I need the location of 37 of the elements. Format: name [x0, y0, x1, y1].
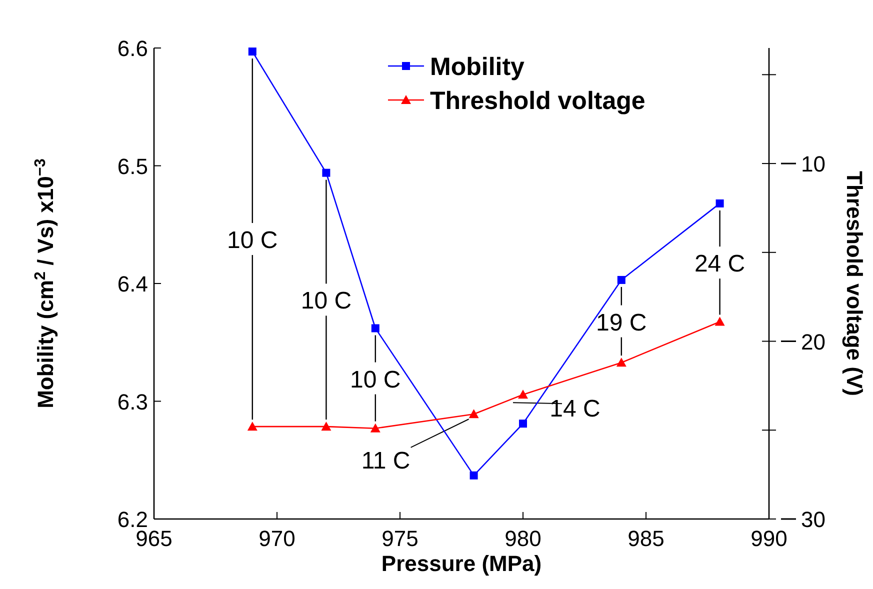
y2-axis-title: Threshold voltage (V): [842, 171, 867, 396]
y-tick-label: 6.3: [117, 389, 148, 414]
point: [248, 48, 256, 56]
x-tick-label: 980: [504, 526, 542, 551]
x-tick-label: 970: [258, 526, 296, 551]
legend-label: Threshold voltage: [430, 87, 646, 115]
point: [470, 471, 478, 480]
x-tick-label: 990: [750, 526, 788, 551]
point: [321, 422, 332, 431]
point: [519, 420, 527, 428]
point: [716, 199, 724, 208]
y2-tick-label: 30: [801, 507, 826, 532]
point: [322, 168, 330, 177]
point: [617, 276, 626, 284]
x-axis-title: Pressure (MPa): [381, 551, 542, 576]
annotation: 10 C: [300, 288, 352, 315]
legend-label: Mobility: [430, 53, 525, 81]
point: [247, 422, 258, 431]
y-tick-label: 6.4: [117, 272, 148, 296]
annotation: 19 C: [596, 309, 647, 336]
point: [714, 316, 725, 326]
y-tick-label: 6.6: [117, 36, 148, 61]
y2-tick-label: 20: [801, 329, 826, 354]
x-tick-label: 985: [628, 526, 664, 551]
point: [371, 324, 380, 332]
annotation: 10 C: [227, 227, 278, 254]
point: [468, 409, 479, 418]
point: [518, 390, 528, 399]
annotation: 11 C: [361, 447, 410, 474]
point: [370, 423, 380, 432]
annotation: 14 C: [550, 396, 600, 423]
annotation: 10 C: [350, 366, 401, 394]
x-tick-label: 975: [382, 526, 418, 551]
point: [616, 358, 626, 367]
y-tick-label: 6.5: [117, 154, 148, 179]
annotation: 24 C: [694, 250, 746, 278]
y2-tick-label: 10: [801, 152, 826, 177]
